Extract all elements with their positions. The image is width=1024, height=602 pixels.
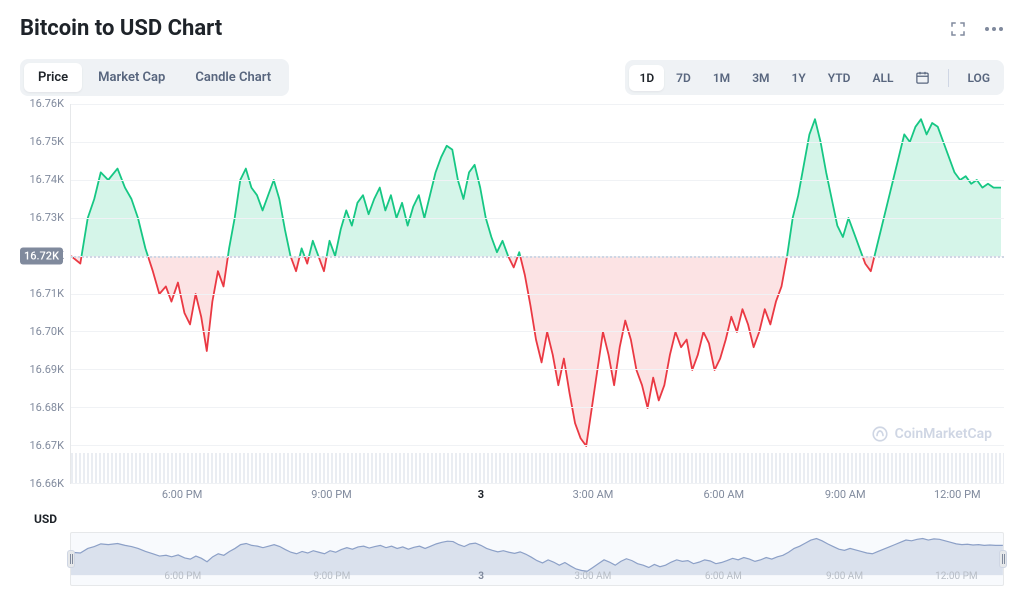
x-tick: 9:00 PM xyxy=(311,488,351,501)
time-range-tabs: 1D7D1M3M1YYTDALL LOG xyxy=(625,60,1004,95)
navigator-handle-right[interactable] xyxy=(999,550,1007,568)
volume-bars xyxy=(71,453,1004,483)
range-all[interactable]: ALL xyxy=(862,65,903,91)
tab-candle-chart[interactable]: Candle Chart xyxy=(181,63,285,92)
chart-type-tabs: PriceMarket CapCandle Chart xyxy=(20,59,289,96)
currency-label: USD xyxy=(34,512,1004,526)
x-tick: 12:00 PM xyxy=(934,488,981,501)
watermark: CoinMarketCap xyxy=(871,425,992,443)
nav-x-tick: 9:00 PM xyxy=(314,571,351,582)
nav-x-tick: 12:00 PM xyxy=(935,571,977,582)
chart-header: Bitcoin to USD Chart xyxy=(20,16,1004,41)
nav-x-tick: 6:00 PM xyxy=(164,571,201,582)
chart-area: 16.76K16.75K16.74K16.73K16.72K16.71K16.7… xyxy=(20,104,1004,586)
tab-market-cap[interactable]: Market Cap xyxy=(84,63,179,92)
reference-price-badge: 16.72K xyxy=(20,248,63,265)
range-1y[interactable]: 1Y xyxy=(782,65,816,91)
range-1m[interactable]: 1M xyxy=(703,65,740,91)
tab-price[interactable]: Price xyxy=(24,63,82,92)
nav-x-tick: 9:00 AM xyxy=(826,571,863,582)
x-axis: 6:00 PM 9:00 PM 3 3:00 AM 6:00 AM 9:00 AM 12:0… xyxy=(70,488,1004,506)
range-1d[interactable]: 1D xyxy=(629,65,664,91)
price-chart[interactable]: CoinMarketCap xyxy=(70,104,1004,484)
calendar-icon[interactable] xyxy=(905,64,940,91)
navigator-handle-left[interactable] xyxy=(67,550,75,568)
x-tick: 6:00 AM xyxy=(703,488,744,501)
nav-x-tick: 3:00 AM xyxy=(574,571,611,582)
range-3m[interactable]: 3M xyxy=(742,65,779,91)
range-ytd[interactable]: YTD xyxy=(818,65,861,91)
scale-toggle[interactable]: LOG xyxy=(957,65,1000,91)
x-tick: 6:00 PM xyxy=(162,488,202,501)
chart-navigator[interactable]: 6:00 PM 9:00 PM 3 3:00 AM 6:00 AM 9:00 AM 12:0… xyxy=(70,532,1004,586)
nav-x-tick: 6:00 AM xyxy=(705,571,742,582)
watermark-text: CoinMarketCap xyxy=(895,426,992,442)
x-tick: 3:00 AM xyxy=(573,488,614,501)
y-axis: 16.76K16.75K16.74K16.73K16.72K16.71K16.7… xyxy=(20,104,70,484)
more-icon[interactable] xyxy=(984,19,1004,39)
range-7d[interactable]: 7D xyxy=(666,65,701,91)
chart-title: Bitcoin to USD Chart xyxy=(20,16,222,41)
nav-x-tick: 3 xyxy=(478,571,484,582)
x-tick: 9:00 AM xyxy=(825,488,866,501)
x-tick: 3 xyxy=(478,488,484,501)
fullscreen-icon[interactable] xyxy=(948,19,968,39)
